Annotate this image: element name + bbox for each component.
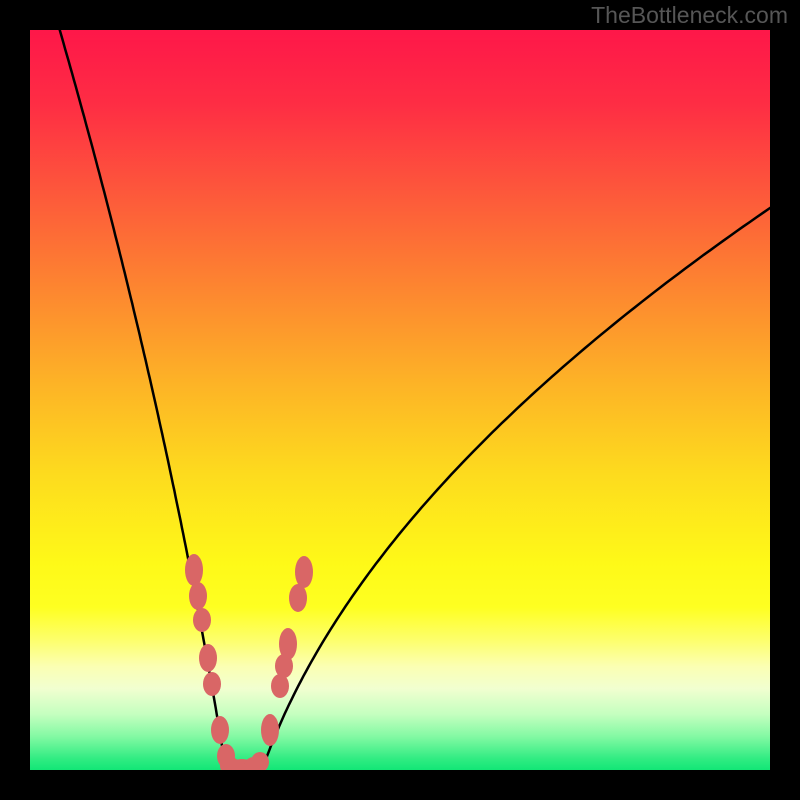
data-marker	[289, 584, 307, 612]
data-marker	[261, 714, 279, 746]
chart-frame: TheBottleneck.com	[0, 0, 800, 800]
data-marker	[203, 672, 221, 696]
data-marker	[193, 608, 211, 632]
plot-area	[30, 30, 770, 770]
data-marker	[189, 582, 207, 610]
data-marker	[211, 716, 229, 744]
data-marker	[271, 674, 289, 698]
plot-svg	[30, 30, 770, 770]
data-marker	[295, 556, 313, 588]
data-marker	[199, 644, 217, 672]
data-marker	[185, 554, 203, 586]
watermark-text: TheBottleneck.com	[591, 2, 788, 29]
